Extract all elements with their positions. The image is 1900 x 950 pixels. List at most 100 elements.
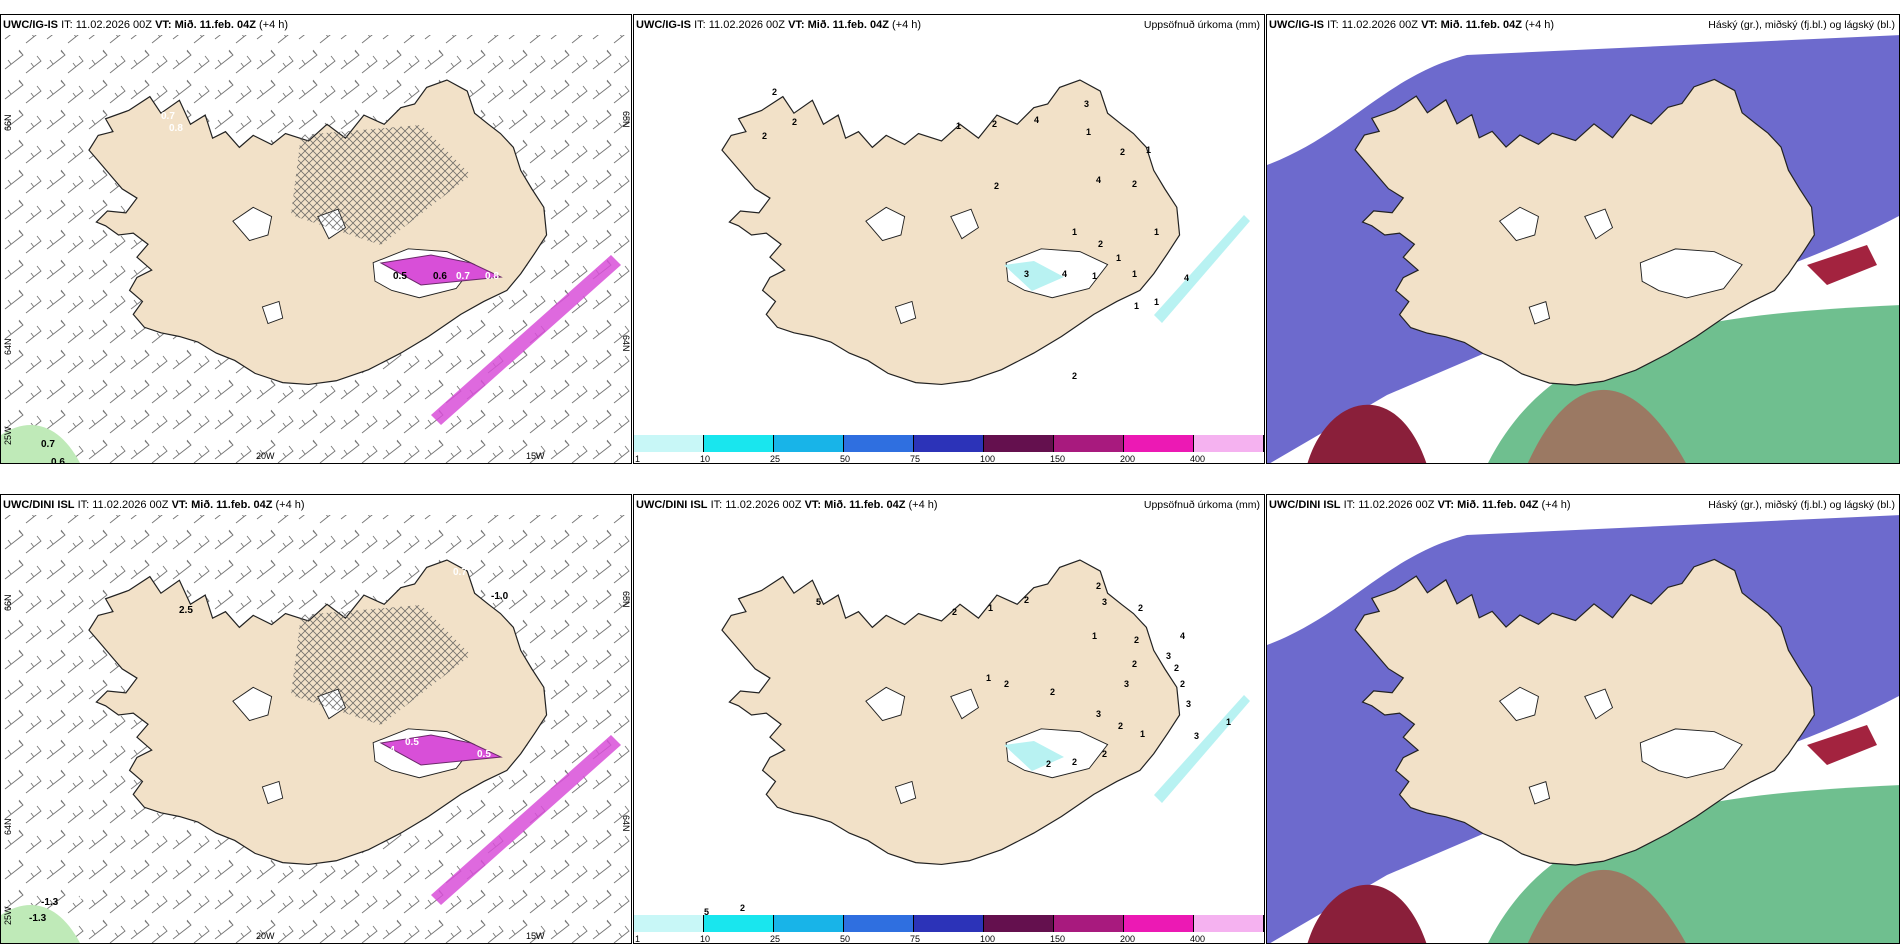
lead-time: (+4 h) — [259, 19, 288, 31]
lead-time: (+4 h) — [1525, 19, 1554, 31]
colorbar-tick: 50 — [840, 934, 850, 944]
contour-value: 0.7 — [161, 111, 175, 122]
contour-value: 0.6 — [433, 271, 447, 282]
colorbar-tick: 10 — [700, 454, 710, 464]
map-panel-dini-cloud: UWC/DINI ISL IT: 11.02.2026 00Z VT: Mið.… — [1266, 494, 1900, 944]
precip-point-value: 2 — [1050, 687, 1055, 697]
contour-value: 0.7 — [453, 567, 467, 578]
valid-time: Mið. 11.feb. 04Z — [191, 499, 272, 511]
colorbar-tick: 1 — [635, 454, 640, 464]
precip-point-value: 4 — [1180, 631, 1185, 641]
model-name: UWC/DINI ISL — [636, 499, 708, 511]
map-panel-ig-cloud: UWC/IG-IS IT: 11.02.2026 00Z VT: Mið. 11… — [1266, 14, 1900, 464]
precip-point-value: 1 — [1072, 227, 1077, 237]
colorbar-tick: 75 — [910, 934, 920, 944]
precip-point-value: 1 — [1154, 297, 1159, 307]
precip-point-value: 2 — [1132, 659, 1137, 669]
panel-header: UWC/IG-IS IT: 11.02.2026 00Z VT: Mið. 11… — [636, 19, 921, 31]
precip-point-value: 4 — [1184, 273, 1189, 283]
precip-point-value: 2 — [1134, 635, 1139, 645]
model-name: UWC/IG-IS — [636, 19, 691, 31]
init-time: 11.02.2026 00Z — [1342, 19, 1418, 31]
precip-point-value: 2 — [1072, 371, 1077, 381]
precip-point-value: 2 — [1118, 721, 1123, 731]
it-prefix: IT: — [711, 499, 723, 511]
contour-value: 2.5 — [179, 605, 193, 616]
colorbar-swatch — [1124, 435, 1194, 452]
precip-point-value: 3 — [1024, 269, 1029, 279]
contour-value: 0.8 — [169, 123, 183, 134]
latitude-label-right: 65N — [621, 591, 631, 608]
valid-time: Mið. 11.feb. 04Z — [1457, 499, 1538, 511]
precip-point-value: 2 — [1132, 179, 1137, 189]
panel-header: UWC/IG-IS IT: 11.02.2026 00Z VT: Mið. 11… — [3, 19, 288, 31]
lead-time: (+4 h) — [276, 499, 305, 511]
precip-point-value: 1 — [988, 603, 993, 613]
init-time: 11.02.2026 00Z — [725, 499, 801, 511]
field-label: Háský (gr.), miðský (fj.bl.) og lágský (… — [1708, 499, 1895, 511]
colorbar-tick: 400 — [1190, 454, 1205, 464]
contour-value: 0.7 — [41, 439, 55, 450]
colorbar-swatch — [634, 435, 704, 452]
longitude-label: 20W — [256, 931, 275, 941]
model-name: UWC/DINI ISL — [3, 499, 75, 511]
map-panel-dini-wind: UWC/DINI ISL IT: 11.02.2026 00Z VT: Mið.… — [0, 494, 632, 944]
precip-point-value: 1 — [986, 673, 991, 683]
init-time: 11.02.2026 00Z — [709, 19, 785, 31]
precip-point-value: 2 — [992, 119, 997, 129]
contour-value: 0.5 — [405, 737, 419, 748]
colorbar-tick: 100 — [980, 934, 995, 944]
panel-header: UWC/DINI ISL IT: 11.02.2026 00Z VT: Mið.… — [1269, 499, 1571, 511]
colorbar-tick: 200 — [1120, 454, 1135, 464]
it-prefix: IT: — [1327, 19, 1339, 31]
precip-point-value: 2 — [1098, 239, 1103, 249]
valid-time: Mið. 11.feb. 04Z — [824, 499, 905, 511]
vt-prefix: VT: — [1421, 19, 1438, 31]
precip-point-value: 1 — [1116, 253, 1121, 263]
corner-longitude-label: 25W — [3, 426, 13, 445]
precip-point-value: 3 — [1166, 651, 1171, 661]
valid-time: Mið. 11.feb. 04Z — [808, 19, 889, 31]
it-prefix: IT: — [61, 19, 73, 31]
contour-value: 0.5 — [393, 271, 407, 282]
lead-time: (+4 h) — [1542, 499, 1571, 511]
precip-point-value: 2 — [1072, 757, 1077, 767]
precip-point-value: 2 — [772, 87, 777, 97]
colorbar-swatch — [634, 915, 704, 932]
colorbar-swatch — [1054, 435, 1124, 452]
precip-point-value: 2 — [1174, 663, 1179, 673]
precip-point-value: 3 — [1084, 99, 1089, 109]
colorbar-swatch — [774, 915, 844, 932]
panel-header: UWC/IG-IS IT: 11.02.2026 00Z VT: Mið. 11… — [1269, 19, 1554, 31]
colorbar-tick: 50 — [840, 454, 850, 464]
corner-longitude-label: 25W — [3, 906, 13, 925]
precip-point-value: 2 — [1004, 679, 1009, 689]
precip-point-value: 2 — [1046, 759, 1051, 769]
vt-prefix: VT: — [805, 499, 822, 511]
map-canvas — [1, 495, 632, 944]
colorbar-swatch — [1194, 915, 1264, 932]
lead-time: (+4 h) — [909, 499, 938, 511]
precip-point-value: 1 — [1146, 145, 1151, 155]
precip-point-value: 4 — [1034, 115, 1039, 125]
precip-point-value: 2 — [952, 607, 957, 617]
contour-value: -1.0 — [491, 591, 508, 602]
map-canvas — [634, 15, 1265, 464]
precip-point-value: 5 — [816, 597, 821, 607]
vt-prefix: VT: — [1438, 499, 1455, 511]
field-label: Háský (gr.), miðský (fj.bl.) og lágský (… — [1708, 19, 1895, 31]
map-canvas — [1267, 495, 1900, 944]
lead-time: (+4 h) — [892, 19, 921, 31]
precip-point-value: 1 — [1226, 717, 1231, 727]
vt-prefix: VT: — [172, 499, 189, 511]
contour-value: -1.3 — [29, 913, 46, 924]
precip-point-value: 1 — [1140, 729, 1145, 739]
longitude-label: 20W — [256, 451, 275, 461]
model-name: UWC/DINI ISL — [1269, 499, 1341, 511]
latitude-label: 66N — [3, 594, 13, 611]
colorbar-tick: 75 — [910, 454, 920, 464]
precip-point-value: 2 — [1024, 595, 1029, 605]
contour-value: 0.6 — [51, 457, 65, 464]
latitude-label-right: 64N — [621, 335, 631, 352]
precip-point-value: 3 — [1124, 679, 1129, 689]
